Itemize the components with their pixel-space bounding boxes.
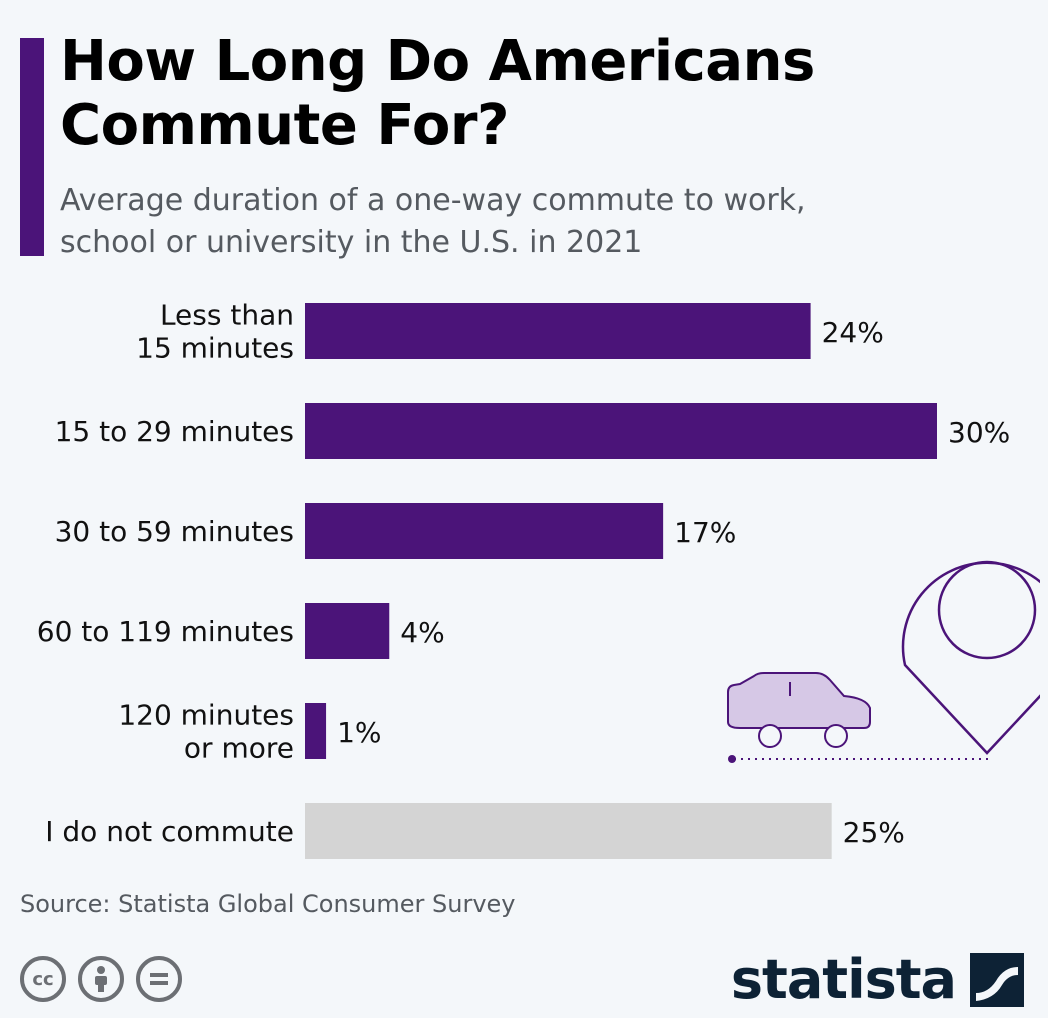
category-label-5: I do not commute (45, 815, 294, 848)
chart-title: How Long Do Americans Commute For? (60, 30, 960, 158)
bar-chart: Less than 15 minutes 24% 15 to 29 minutes 30… (37, 299, 1010, 859)
category-label-2: 30 to 59 minutes (55, 515, 294, 548)
title-line-1: How Long Do Americans (60, 29, 815, 94)
value-label-5: 25% (843, 816, 905, 849)
category-label-3: 60 to 119 minutes (37, 615, 294, 648)
bar-4 (305, 703, 327, 759)
subtitle-line-1: Average duration of a one-way commute to… (60, 183, 806, 218)
bar-1 (305, 403, 937, 459)
value-label-0: 24% (822, 316, 884, 349)
statista-logo[interactable]: statista (731, 948, 1024, 1011)
cc-icon[interactable]: cc (20, 956, 66, 1002)
bar-0 (305, 303, 811, 359)
location-pin-hole (937, 560, 1037, 660)
statista-logo-icon (970, 952, 1024, 1007)
by-icon[interactable] (78, 956, 124, 1002)
nd-icon[interactable] (136, 956, 182, 1002)
accent-bar (20, 38, 44, 256)
bar-2 (305, 503, 664, 559)
value-label-3: 4% (400, 616, 444, 649)
category-label-0: Less than 15 minutes (136, 299, 294, 365)
location-pin-icon (901, 561, 1040, 755)
value-label-1: 30% (948, 416, 1010, 449)
title-line-2: Commute For? (60, 93, 509, 158)
license-icons: cc (20, 956, 182, 1002)
value-label-4: 1% (337, 716, 381, 749)
category-label-4: 120 minutes or more (118, 699, 294, 765)
category-label-1: 15 to 29 minutes (55, 415, 294, 448)
road-start-dot (728, 755, 736, 763)
brand-name: statista (730, 948, 957, 1011)
chart-subtitle: Average duration of a one-way commute to… (60, 180, 980, 264)
source-note: Source: Statista Global Consumer Survey (20, 890, 516, 918)
car-icon (727, 672, 871, 748)
bar-3 (305, 603, 390, 659)
subtitle-line-2: school or university in the U.S. in 2021 (60, 225, 643, 260)
car-and-location-pin-illustration (727, 560, 1040, 763)
bar-5 (305, 803, 832, 859)
value-label-2: 17% (674, 516, 736, 549)
